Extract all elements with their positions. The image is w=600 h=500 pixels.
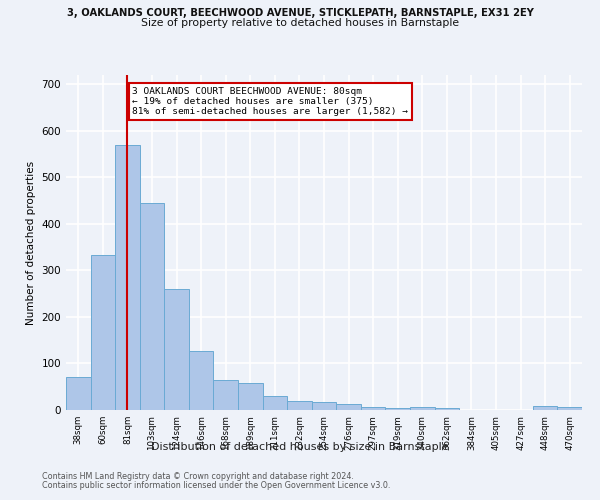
Bar	[410, 407, 434, 410]
Text: Size of property relative to detached houses in Barnstaple: Size of property relative to detached ho…	[141, 18, 459, 28]
Bar	[140, 204, 164, 410]
Bar	[115, 145, 140, 410]
Text: 3, OAKLANDS COURT, BEECHWOOD AVENUE, STICKLEPATH, BARNSTAPLE, EX31 2EY: 3, OAKLANDS COURT, BEECHWOOD AVENUE, STI…	[67, 8, 533, 18]
Y-axis label: Number of detached properties: Number of detached properties	[26, 160, 36, 324]
Bar	[238, 384, 263, 410]
Bar	[557, 407, 582, 410]
Bar	[189, 351, 214, 410]
Bar	[66, 376, 91, 410]
Text: 3 OAKLANDS COURT BEECHWOOD AVENUE: 80sqm
← 19% of detached houses are smaller (3: 3 OAKLANDS COURT BEECHWOOD AVENUE: 80sqm…	[133, 86, 409, 117]
Bar	[164, 289, 189, 410]
Bar	[533, 406, 557, 410]
Bar	[214, 380, 238, 410]
Text: Distribution of detached houses by size in Barnstaple: Distribution of detached houses by size …	[151, 442, 449, 452]
Bar	[312, 402, 336, 410]
Bar	[434, 408, 459, 410]
Text: Contains HM Land Registry data © Crown copyright and database right 2024.: Contains HM Land Registry data © Crown c…	[42, 472, 354, 481]
Bar	[385, 408, 410, 410]
Text: Contains public sector information licensed under the Open Government Licence v3: Contains public sector information licen…	[42, 481, 391, 490]
Bar	[361, 406, 385, 410]
Bar	[91, 255, 115, 410]
Bar	[336, 404, 361, 410]
Bar	[263, 396, 287, 410]
Bar	[287, 400, 312, 410]
